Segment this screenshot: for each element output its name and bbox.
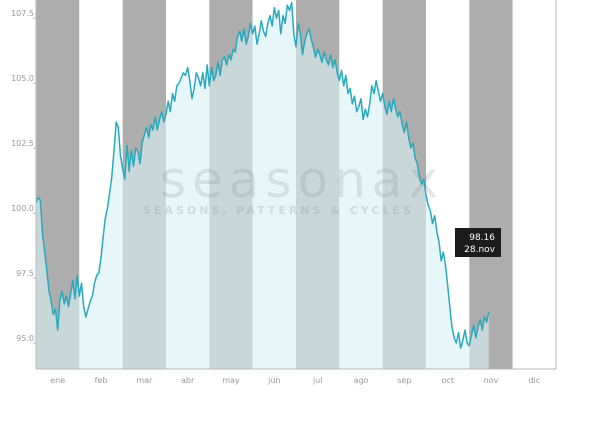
x-tick-label-ene: ene: [50, 376, 65, 385]
y-tick-label: 97.5: [16, 269, 34, 278]
x-tick-label-abr: abr: [181, 376, 195, 385]
x-tick-label-oct: oct: [441, 376, 453, 385]
y-tick-label: 105.0: [11, 74, 34, 83]
tooltip-date: 28.nov: [464, 245, 496, 255]
tooltip-box: [455, 228, 501, 257]
watermark-tagline: SEASONS, PATTERNS & CYCLES: [143, 204, 414, 217]
line-layer: [35, 1, 490, 349]
tooltip-value: 98.16: [469, 233, 495, 243]
x-tick-label-mar: mar: [136, 376, 153, 385]
x-tick-label-feb: feb: [95, 376, 108, 385]
series-area: [36, 2, 489, 369]
y-tick-label: 107.5: [11, 9, 34, 18]
band-dic: [512, 0, 556, 369]
x-tick-label-nov: nov: [484, 376, 499, 385]
y-tick-label: 100.0: [11, 204, 34, 213]
watermark: seasonax SEASONS, PATTERNS & CYCLES: [143, 151, 444, 217]
x-tick-label-jul: jul: [312, 376, 323, 385]
band-nov: [469, 0, 513, 369]
y-tick-label: 102.5: [11, 139, 34, 148]
series-line: [35, 1, 490, 349]
x-tick-label-ago: ago: [354, 376, 369, 385]
y-tick-labels: 95.0 97.5 100.0 102.5 105.0 107.5: [11, 9, 36, 344]
watermark-brand: seasonax: [160, 151, 444, 209]
axes: [35, 0, 557, 370]
x-tick-label-dic: dic: [528, 376, 540, 385]
x-tick-label-may: may: [222, 376, 240, 385]
area-layer: [36, 2, 489, 369]
x-tick-label-sep: sep: [397, 376, 411, 385]
x-tick-label-jun: jun: [267, 376, 280, 385]
x-tick-labels: ene feb mar abr may jun jul ago sep oct nov dic: [50, 376, 540, 385]
tooltip: 98.16 28.nov: [455, 228, 501, 257]
y-tick-label: 95.0: [16, 334, 34, 343]
